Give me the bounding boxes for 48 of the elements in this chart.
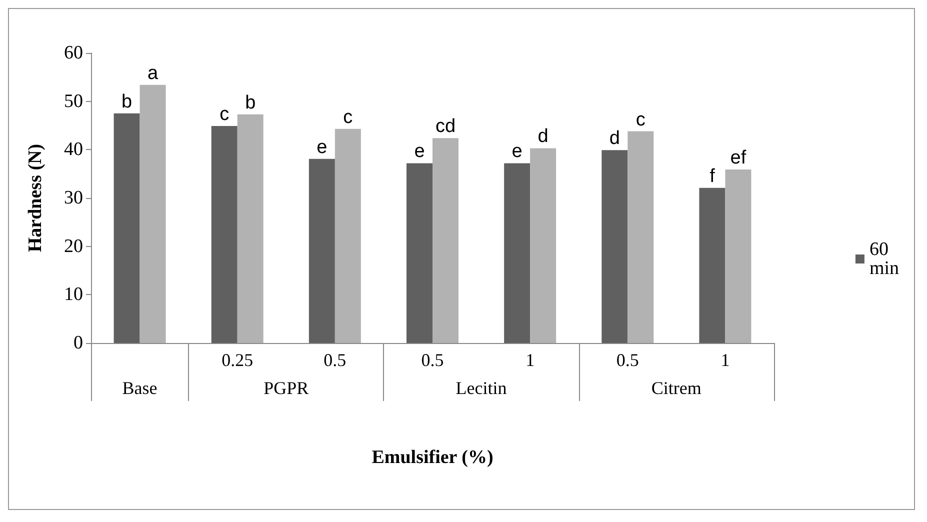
x-tick-label: 1	[720, 350, 730, 370]
y-tick-label: 60	[64, 42, 83, 64]
x-tick-label: 0.5	[421, 350, 444, 370]
data-label: d	[609, 128, 620, 150]
y-tick-label: 10	[64, 284, 83, 306]
data-label: cd	[435, 116, 456, 138]
y-axis-title: Hardness (N)	[25, 144, 46, 252]
data-label: c	[636, 109, 646, 130]
bar	[699, 188, 726, 343]
data-label: e	[414, 141, 425, 162]
data-label: e	[316, 136, 328, 158]
bar	[237, 114, 264, 343]
x-tick-label: 0.5	[324, 350, 346, 370]
x-tick-label: 0.5	[616, 350, 639, 370]
bar	[406, 163, 432, 343]
bar	[211, 126, 238, 343]
y-tick-label: 30	[64, 188, 83, 208]
bar	[114, 113, 140, 343]
x-tick-label: 1	[526, 350, 535, 370]
y-tick-label: 20	[64, 236, 83, 257]
data-label: f	[710, 166, 716, 187]
y-tick-label: 0	[74, 332, 83, 354]
x-tick-label: 0.25	[222, 350, 254, 370]
text: Citrem	[651, 378, 702, 398]
x-axis-title: Emulsifier (%)	[372, 447, 494, 468]
data-label: e	[512, 141, 522, 162]
y-tick-label: 40	[64, 139, 83, 160]
text: Base	[122, 378, 158, 398]
data-label: a	[147, 62, 158, 84]
y-tick-label: 50	[64, 90, 83, 112]
data-label: c	[220, 104, 230, 125]
bar	[334, 128, 361, 343]
bar	[504, 163, 530, 343]
bar	[725, 169, 752, 343]
bar	[530, 148, 556, 343]
bar	[140, 84, 166, 343]
text: Lecitin	[456, 378, 507, 398]
bar	[628, 131, 654, 343]
data-label: b	[245, 92, 256, 114]
bar	[308, 158, 335, 343]
data-label: ef	[730, 147, 747, 168]
legend-label: 60 min	[869, 239, 900, 279]
bar	[602, 150, 628, 343]
bar	[432, 138, 458, 343]
data-label: d	[538, 126, 548, 148]
data-label: c	[343, 106, 353, 128]
data-label: b	[121, 91, 132, 112]
text: PGPR	[264, 378, 309, 398]
